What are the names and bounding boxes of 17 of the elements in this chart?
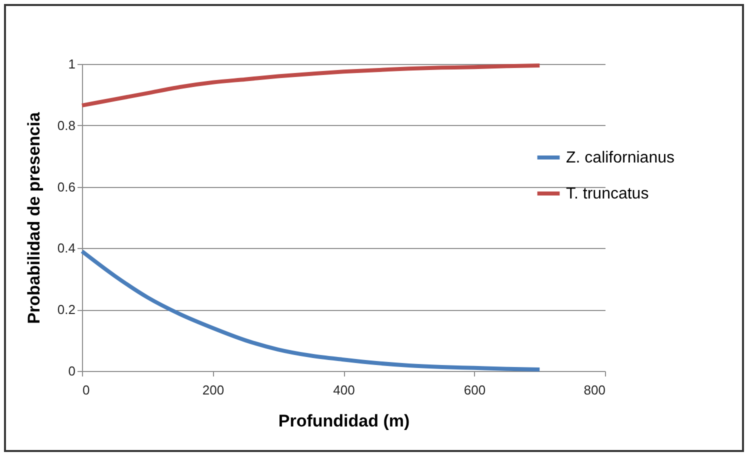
x-tick-label: 800 xyxy=(584,382,606,398)
y-tick-label: 0.8 xyxy=(57,118,76,133)
line-series xyxy=(80,64,542,108)
y-tick-label: 0 xyxy=(68,364,76,378)
x-tick-label: 0 xyxy=(82,382,90,398)
x-tick-label: 600 xyxy=(464,382,486,398)
x-tick-label: 200 xyxy=(202,382,224,398)
y-axis-title: Probabilidad de presencia xyxy=(24,112,44,324)
legend-label: Z. californianus xyxy=(566,150,674,166)
y-tick-label: 0.4 xyxy=(57,240,76,256)
y-tick-label: 0.6 xyxy=(57,179,76,194)
y-tick-label: 0.2 xyxy=(57,302,76,318)
legend-label: T. truncatus xyxy=(566,186,649,202)
line-series xyxy=(80,249,542,372)
x-tick-label: 400 xyxy=(333,382,355,398)
x-axis-title: Profundidad (m) xyxy=(278,412,410,430)
y-tick-label: 1 xyxy=(68,56,76,72)
